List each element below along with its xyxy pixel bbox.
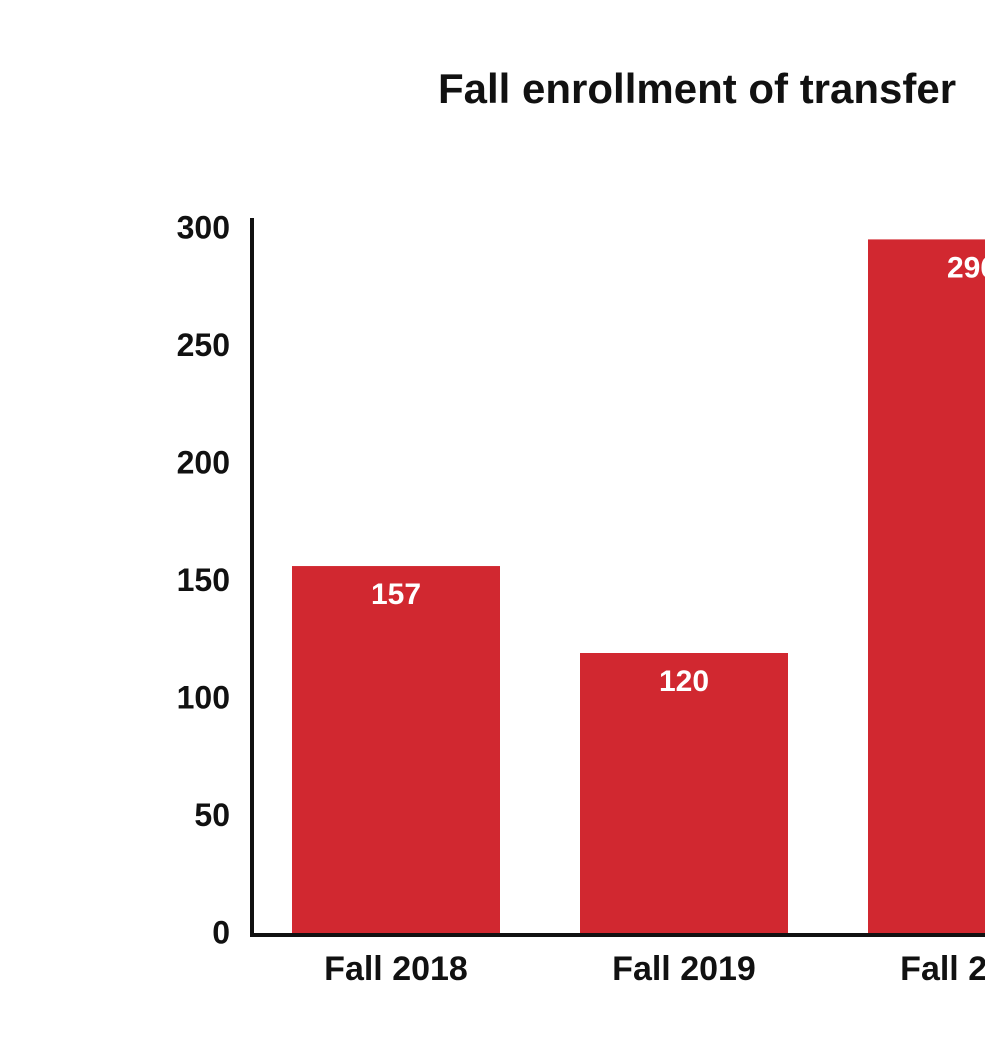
bar bbox=[868, 239, 985, 935]
x-tick-label: Fall 2020 bbox=[900, 950, 985, 988]
x-tick-label: Fall 2019 bbox=[612, 950, 756, 988]
y-tick-label: 150 bbox=[177, 562, 230, 598]
value-label: 157 bbox=[371, 578, 421, 611]
y-tick-label: 0 bbox=[212, 914, 230, 950]
bar bbox=[292, 566, 500, 935]
x-tick-label: Fall 2018 bbox=[324, 950, 468, 988]
chart-title: Fall enrollment of transfer bbox=[438, 65, 956, 112]
value-label: 120 bbox=[659, 665, 709, 698]
y-tick-label: 50 bbox=[194, 797, 230, 833]
y-tick-label: 250 bbox=[177, 327, 230, 363]
value-label: 296 bbox=[947, 251, 985, 284]
y-tick-label: 300 bbox=[177, 209, 230, 245]
y-tick-label: 200 bbox=[177, 444, 230, 480]
bar bbox=[580, 653, 788, 935]
y-tick-label: 100 bbox=[177, 679, 230, 715]
